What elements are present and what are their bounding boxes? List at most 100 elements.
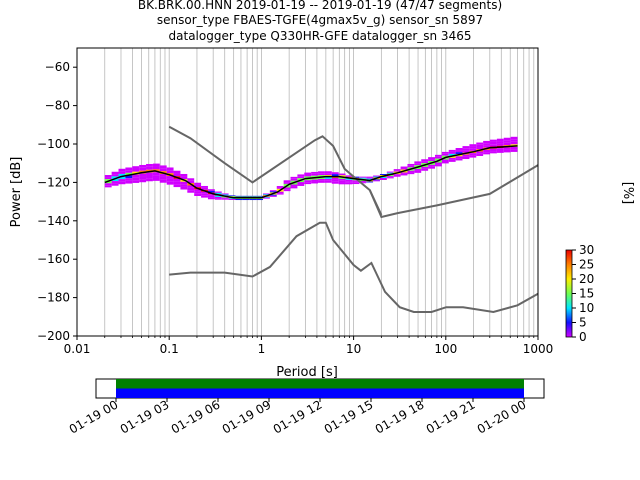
density-cell bbox=[228, 195, 236, 197]
time-tick-label: 01-19 00 bbox=[67, 397, 121, 436]
density-cell bbox=[152, 166, 160, 170]
title-line-1: BK.BRK.00.HNN 2019-01-19 -- 2019-01-19 (… bbox=[138, 0, 502, 12]
density-cell bbox=[490, 151, 497, 154]
density-cell bbox=[414, 161, 422, 164]
density-cell bbox=[366, 177, 374, 179]
density-cell bbox=[510, 146, 518, 150]
density-cell bbox=[407, 170, 415, 173]
density-cell bbox=[125, 178, 133, 181]
density-cell bbox=[125, 170, 133, 173]
density-cell bbox=[462, 148, 470, 151]
density-cell bbox=[159, 168, 167, 172]
density-cell bbox=[331, 179, 339, 182]
time-tick-label: 01-19 18 bbox=[373, 397, 427, 436]
density-cell bbox=[139, 179, 147, 183]
density-cell bbox=[476, 147, 484, 150]
density-cell bbox=[173, 178, 181, 182]
density-cell bbox=[414, 165, 422, 168]
colorbar-scale bbox=[565, 249, 573, 338]
density-cell bbox=[125, 172, 133, 176]
y-tick-label: −120 bbox=[37, 175, 70, 189]
density-cell bbox=[379, 176, 387, 178]
density-cell bbox=[214, 192, 222, 195]
density-cell bbox=[111, 174, 119, 177]
availability-bars bbox=[116, 379, 524, 398]
density-cell bbox=[400, 168, 408, 170]
density-cell bbox=[434, 154, 442, 157]
density-cell bbox=[228, 196, 236, 198]
density-cell bbox=[428, 164, 435, 167]
x-tick-label: 0.01 bbox=[64, 342, 91, 356]
density-cell bbox=[386, 174, 394, 177]
density-cell bbox=[283, 187, 291, 190]
density-cell bbox=[428, 157, 435, 160]
density-cell bbox=[290, 180, 298, 183]
density-cell bbox=[318, 175, 325, 178]
density-cell bbox=[510, 139, 518, 142]
density-cell bbox=[207, 190, 215, 193]
colorbar-tick-label: 20 bbox=[579, 272, 594, 286]
density-cell bbox=[139, 173, 147, 177]
density-cell bbox=[235, 195, 243, 197]
colorbar-tick-label: 5 bbox=[579, 316, 587, 330]
density-cell bbox=[373, 180, 380, 182]
density-cell bbox=[118, 173, 126, 177]
density-cell bbox=[118, 179, 126, 182]
density-cell bbox=[421, 159, 429, 162]
density-cell bbox=[428, 166, 435, 169]
x-tick-label: 100 bbox=[434, 342, 457, 356]
density-cell bbox=[207, 189, 215, 191]
density-cell bbox=[510, 141, 518, 145]
density-cell bbox=[441, 151, 449, 154]
density-cell bbox=[331, 174, 339, 177]
density-cell bbox=[173, 181, 181, 185]
density-cell bbox=[324, 173, 332, 176]
density-cell bbox=[345, 179, 353, 182]
density-cell bbox=[146, 172, 153, 176]
density-cell bbox=[104, 183, 112, 186]
density-cell bbox=[503, 149, 511, 153]
density-cell bbox=[345, 181, 353, 183]
density-cell bbox=[180, 176, 188, 180]
density-cell bbox=[173, 184, 181, 188]
density-cell bbox=[386, 172, 394, 174]
density-cell bbox=[503, 142, 511, 146]
density-cell bbox=[297, 174, 305, 177]
density-cell bbox=[393, 175, 401, 177]
density-cell bbox=[262, 194, 270, 196]
density-cell bbox=[166, 176, 174, 179]
density-cell bbox=[379, 178, 387, 180]
density-cell bbox=[132, 168, 140, 172]
time-tick-label: 01-19 12 bbox=[271, 397, 325, 436]
density-cell bbox=[249, 196, 257, 198]
x-axis: 0.01 0.1 1 10 100 1000 bbox=[64, 336, 553, 356]
density-cell bbox=[407, 169, 415, 171]
density-cell bbox=[359, 177, 367, 179]
density-cell bbox=[462, 146, 470, 149]
density-cell bbox=[269, 195, 277, 197]
density-cell bbox=[146, 178, 153, 182]
density-cell bbox=[469, 153, 477, 156]
density-band bbox=[104, 136, 518, 201]
density-cell bbox=[448, 149, 456, 152]
density-cell bbox=[496, 141, 504, 144]
density-cell bbox=[118, 171, 126, 174]
density-cell bbox=[414, 170, 422, 173]
density-cell bbox=[180, 184, 188, 187]
density-cell bbox=[366, 181, 374, 183]
noise-model-line-3 bbox=[169, 221, 539, 314]
density-cell bbox=[276, 193, 284, 195]
grid-lines bbox=[104, 48, 535, 336]
density-cell bbox=[139, 167, 147, 171]
density-cell bbox=[242, 199, 250, 201]
density-cell bbox=[297, 176, 305, 179]
density-cell bbox=[318, 178, 325, 181]
density-cell bbox=[476, 142, 484, 145]
density-cell bbox=[496, 148, 504, 151]
density-cell bbox=[214, 196, 222, 199]
density-cell bbox=[421, 166, 429, 169]
x-tick-label: 10 bbox=[346, 342, 361, 356]
